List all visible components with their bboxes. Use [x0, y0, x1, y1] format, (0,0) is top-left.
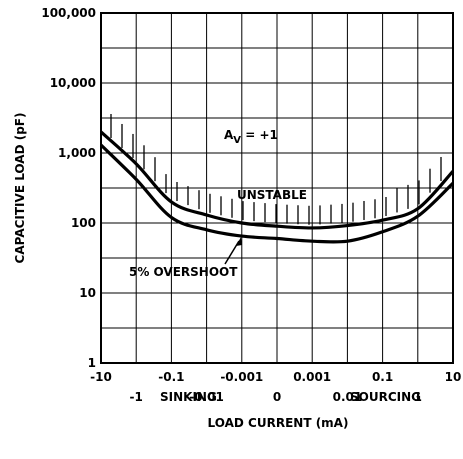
x-axis-label: LOAD CURRENT (mA): [208, 416, 349, 430]
sinking-label: SINKING: [160, 390, 217, 404]
unstable-hatch: [110, 113, 442, 225]
plot-frame: [100, 12, 454, 364]
x-tick-labels: -10 -0.1 -0.001 0.001 0.1 10 -1 -0.01 0 0.01 1: [90, 370, 461, 404]
overshoot-annotation: 5% OVERSHOOT: [129, 265, 238, 279]
unstable-annotation: UNSTABLE: [237, 188, 307, 202]
grid: [101, 13, 453, 363]
x-tick-label: 10: [445, 370, 462, 384]
y-tick-label: 100,000: [41, 6, 96, 20]
x-tick-label: -10: [90, 370, 112, 384]
y-axis-label: CAPACITIVE LOAD (pF): [13, 113, 27, 264]
gain-annotation-sub: V: [233, 135, 241, 146]
sourcing-label: SOURCING: [350, 390, 421, 404]
gain-annotation-main: A: [224, 128, 234, 142]
x-tick-label: -0.01: [189, 390, 224, 404]
y-tick-label: 100: [71, 216, 96, 230]
x-tick-label: 0.001: [293, 370, 331, 384]
y-tick-label: 10,000: [50, 76, 96, 90]
x-tick-label: -0.001: [220, 370, 263, 384]
y-tick-label: 1: [88, 356, 96, 370]
gain-annotation: AV = +1: [224, 128, 278, 146]
stability-boundary-line: [99, 130, 455, 230]
gain-annotation-rest: = +1: [241, 128, 278, 142]
x-tick-label: 1: [414, 390, 422, 404]
series-layer: [99, 130, 455, 244]
x-tick-label: -0.1: [158, 370, 184, 384]
y-tick-label: 1,000: [58, 146, 96, 160]
overshoot-pointer-head: [236, 237, 242, 246]
y-tick-labels: 1 10 100 1,000 10,000 100,000: [41, 6, 96, 370]
x-tick-label: -1: [130, 390, 143, 404]
y-tick-label: 10: [79, 286, 96, 300]
x-tick-label: 0.01: [333, 390, 363, 404]
overshoot-line: [99, 143, 455, 244]
x-tick-label: 0: [273, 390, 281, 404]
x-tick-label: 0.1: [372, 370, 393, 384]
